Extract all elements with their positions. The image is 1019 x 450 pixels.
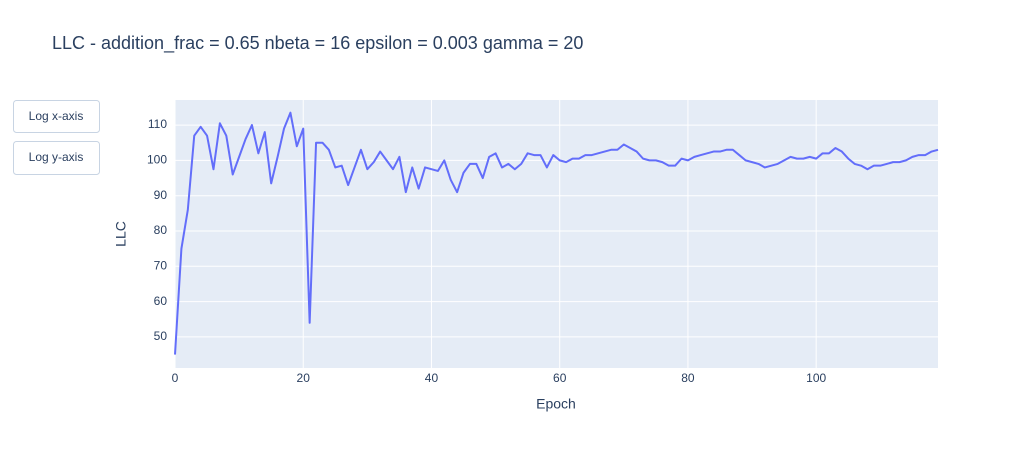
- x-tick-label: 80: [681, 371, 695, 385]
- y-tick-label: 50: [154, 329, 168, 343]
- y-tick-label: 70: [154, 258, 168, 272]
- y-tick-label: 60: [154, 294, 168, 308]
- line: [174, 111, 939, 355]
- y-tick-label: 100: [147, 153, 167, 167]
- chart-title: LLC - addition_frac = 0.65 nbeta = 16 ep…: [52, 33, 583, 54]
- y-tick-label: 80: [154, 223, 168, 237]
- button-bg: [13, 141, 100, 175]
- x-tick-label: 0: [172, 371, 179, 385]
- log-y-button[interactable]: Log y-axis: [13, 141, 100, 175]
- y-tick-label: 90: [154, 188, 168, 202]
- y-axis-label: LLC: [113, 221, 129, 247]
- x-tick-label: 60: [553, 371, 567, 385]
- x-axis-label: Epoch: [536, 396, 576, 412]
- x-tick-label: 40: [425, 371, 439, 385]
- y-tick-label: 110: [148, 117, 167, 131]
- button-bg: [13, 100, 100, 133]
- button-label: Log y-axis: [29, 150, 84, 164]
- log-x-button[interactable]: Log x-axis: [13, 100, 100, 133]
- plot-area: [175, 100, 938, 368]
- x-tick-label: 100: [806, 371, 826, 385]
- button-label: Log x-axis: [29, 109, 84, 123]
- x-tick-label: 20: [297, 371, 311, 385]
